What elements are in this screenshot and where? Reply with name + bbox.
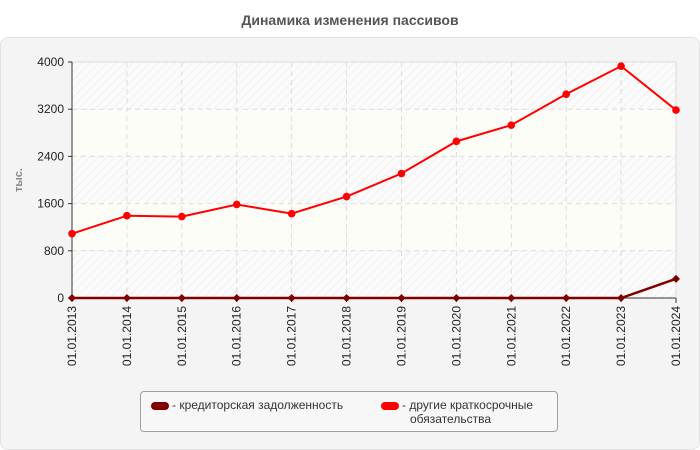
legend-item-accounts-payable[interactable]: - кредиторская задолженность [151,398,343,412]
svg-text:4000: 4000 [37,55,64,69]
data-series [68,62,680,302]
legend-item-other-short-term-liabilities[interactable]: - другие краткосрочные обязательства [381,398,533,426]
legend-label-line1: - другие краткосрочные [402,398,534,412]
legend: - кредиторская задолженность - другие кр… [140,391,558,432]
chart-title: Динамика изменения пассивов [241,12,459,28]
svg-text:01.01.2017: 01.01.2017 [285,306,299,366]
svg-text:0: 0 [57,291,64,305]
svg-text:01.01.2024: 01.01.2024 [669,306,683,366]
svg-text:01.01.2019: 01.01.2019 [394,306,408,366]
svg-text:3200: 3200 [37,102,64,116]
svg-text:01.01.2015: 01.01.2015 [175,306,189,366]
plot-area [71,61,677,299]
svg-text:01.01.2018: 01.01.2018 [340,306,354,366]
legend-label: - кредиторская задолженность [172,398,344,412]
grid-lines [72,61,676,298]
svg-text:01.01.2022: 01.01.2022 [559,306,573,366]
y-axis-ticks: 0 800 1600 2400 3200 4000 [37,55,72,305]
svg-text:1600: 1600 [37,197,64,211]
svg-text:01.01.2020: 01.01.2020 [449,306,463,366]
y-axis-label: тыс. [13,168,25,192]
svg-text:01.01.2016: 01.01.2016 [230,306,244,366]
legend-label: - другие краткосрочные обязательства [402,398,533,426]
legend-swatch-icon [151,402,169,410]
svg-text:01.01.2021: 01.01.2021 [504,306,518,366]
legend-swatch-icon [381,402,399,410]
svg-text:01.01.2023: 01.01.2023 [614,306,628,366]
x-axis-ticks: 01.01.2013 01.01.2014 01.01.2015 01.01.2016… [65,298,683,366]
svg-text:2400: 2400 [37,149,64,163]
svg-text:01.01.2013: 01.01.2013 [65,306,79,366]
svg-text:800: 800 [44,244,64,258]
legend-label-line2: обязательства [410,412,491,426]
svg-text:01.01.2014: 01.01.2014 [120,306,134,366]
